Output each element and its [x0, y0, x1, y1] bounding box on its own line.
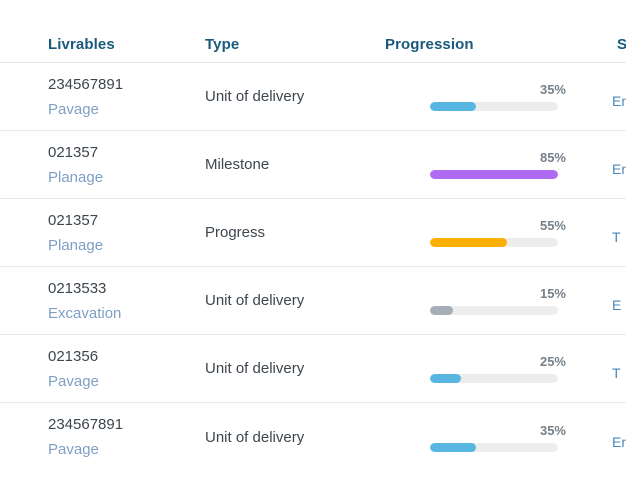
- deliverable-number: 021356: [48, 347, 99, 365]
- progress-percent-label: 35%: [539, 422, 566, 438]
- deliverable-name-link[interactable]: Planage: [48, 236, 104, 254]
- table-row[interactable]: 234567891 Pavage Unit of delivery 35% En: [0, 63, 626, 131]
- progression-cell: 55%: [385, 218, 568, 247]
- progress-bar-track: [430, 102, 558, 111]
- status-label-clipped: En: [612, 161, 626, 177]
- column-header-status-clipped: S: [617, 36, 626, 53]
- livrable-cell: 021357 Planage: [48, 140, 205, 190]
- type-cell: Unit of delivery: [205, 360, 305, 377]
- table-row[interactable]: 021357 Planage Progress 55% T: [0, 199, 626, 267]
- status-label-clipped: En: [612, 433, 626, 450]
- progress-bar-track: [430, 170, 558, 179]
- progress-bar-fill: [430, 170, 558, 179]
- progress-bar-track: [430, 306, 558, 315]
- table-header-row: Livrables Type Progression S: [0, 30, 626, 63]
- progress-bar-fill: [430, 442, 477, 452]
- status-label-clipped: E: [612, 297, 622, 313]
- deliverable-number: 234567891: [48, 416, 124, 433]
- progression-cell: 35%: [385, 82, 568, 111]
- progress-bar-track: [430, 238, 558, 247]
- progress-bar-fill: [430, 238, 507, 247]
- type-cell: Unit of delivery: [205, 428, 305, 446]
- column-header-livrables: Livrables: [48, 36, 115, 53]
- type-cell: Unit of delivery: [205, 88, 305, 105]
- type-cell: Milestone: [205, 156, 270, 173]
- deliverable-number: 021357: [48, 143, 99, 161]
- table-row[interactable]: 0213533 Excavation Unit of delivery 15% …: [0, 267, 626, 335]
- deliverable-number: 0213533: [48, 279, 107, 297]
- progress-percent-label: 85%: [539, 150, 566, 165]
- deliverable-name-link[interactable]: Pavage: [48, 441, 99, 458]
- table-row[interactable]: 021357 Planage Milestone 85% En: [0, 131, 626, 199]
- progress-percent-label: 55%: [539, 218, 566, 233]
- deliverable-name-link[interactable]: Planage: [48, 168, 104, 186]
- type-cell: Progress: [205, 224, 266, 241]
- progress-percent-label: 25%: [539, 354, 566, 369]
- progress-bar-track: [430, 442, 558, 452]
- progress-percent-label: 35%: [539, 82, 566, 97]
- type-cell: Unit of delivery: [205, 292, 305, 309]
- table-row[interactable]: 234567891 Pavage Unit of delivery 35% En: [0, 403, 626, 471]
- livrable-cell: 021357 Planage: [48, 208, 205, 258]
- livrable-cell: 021356 Pavage: [48, 344, 205, 394]
- deliverable-name-link[interactable]: Pavage: [48, 372, 99, 390]
- livrable-cell: 234567891 Pavage: [48, 72, 205, 122]
- status-label-clipped: T: [612, 365, 621, 381]
- livrable-cell: 234567891 Pavage: [48, 412, 205, 462]
- progression-cell: 15%: [385, 286, 568, 315]
- progress-bar-fill: [430, 374, 461, 383]
- progress-bar-fill: [430, 306, 454, 315]
- progress-percent-label: 15%: [539, 286, 566, 301]
- progress-bar-fill: [430, 102, 477, 111]
- deliverable-name-link[interactable]: Excavation: [48, 304, 122, 322]
- column-header-type: Type: [205, 36, 240, 53]
- deliverable-number: 234567891: [48, 75, 124, 93]
- deliverable-number: 021357: [48, 211, 99, 229]
- column-header-progression: Progression: [385, 36, 474, 53]
- deliverables-table: Livrables Type Progression S 234567891 P…: [0, 30, 626, 471]
- status-label-clipped: T: [612, 229, 621, 245]
- progression-cell: 35%: [385, 423, 568, 452]
- livrable-cell: 0213533 Excavation: [48, 276, 205, 326]
- status-label-clipped: En: [612, 93, 626, 109]
- table-body: 234567891 Pavage Unit of delivery 35% En…: [0, 63, 626, 471]
- table-row[interactable]: 021356 Pavage Unit of delivery 25% T: [0, 335, 626, 403]
- deliverable-name-link[interactable]: Pavage: [48, 100, 99, 118]
- progress-bar-track: [430, 374, 558, 383]
- progression-cell: 85%: [385, 150, 568, 179]
- progression-cell: 25%: [385, 354, 568, 383]
